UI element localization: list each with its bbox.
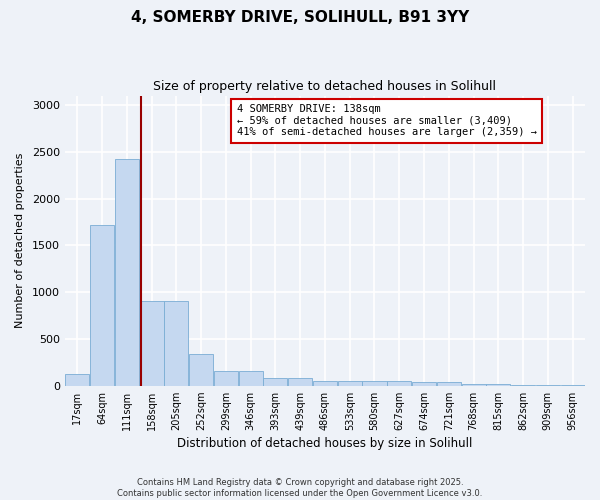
Bar bbox=[239, 371, 263, 386]
Bar bbox=[412, 382, 436, 386]
Bar bbox=[140, 300, 164, 386]
Bar bbox=[313, 382, 337, 386]
Bar bbox=[189, 354, 213, 386]
Bar bbox=[263, 378, 287, 386]
Bar bbox=[387, 381, 411, 386]
Y-axis label: Number of detached properties: Number of detached properties bbox=[15, 153, 25, 328]
Bar bbox=[461, 384, 485, 386]
Bar bbox=[437, 382, 461, 386]
Bar bbox=[487, 384, 511, 386]
Bar bbox=[362, 381, 386, 386]
Bar bbox=[164, 300, 188, 386]
Bar bbox=[288, 378, 312, 386]
Bar bbox=[90, 224, 114, 386]
Text: Contains HM Land Registry data © Crown copyright and database right 2025.
Contai: Contains HM Land Registry data © Crown c… bbox=[118, 478, 482, 498]
Bar bbox=[338, 382, 362, 386]
X-axis label: Distribution of detached houses by size in Solihull: Distribution of detached houses by size … bbox=[177, 437, 473, 450]
Title: Size of property relative to detached houses in Solihull: Size of property relative to detached ho… bbox=[154, 80, 496, 93]
Bar bbox=[214, 371, 238, 386]
Text: 4 SOMERBY DRIVE: 138sqm
← 59% of detached houses are smaller (3,409)
41% of semi: 4 SOMERBY DRIVE: 138sqm ← 59% of detache… bbox=[236, 104, 536, 138]
Bar bbox=[65, 374, 89, 386]
Bar bbox=[115, 159, 139, 386]
Text: 4, SOMERBY DRIVE, SOLIHULL, B91 3YY: 4, SOMERBY DRIVE, SOLIHULL, B91 3YY bbox=[131, 10, 469, 25]
